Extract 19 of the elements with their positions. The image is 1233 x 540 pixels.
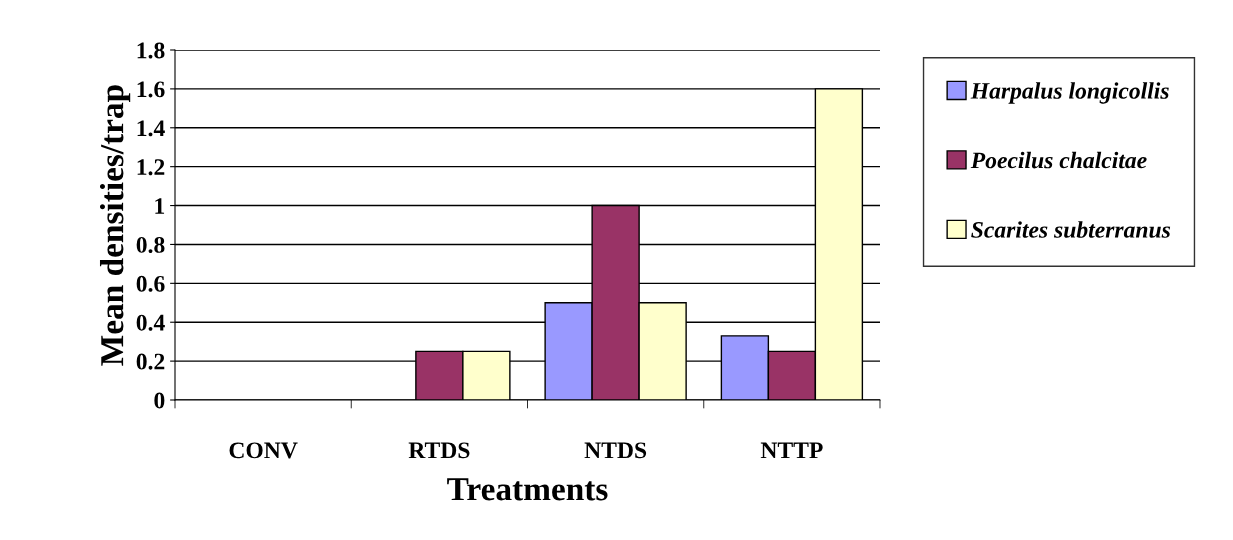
y-tick-label: 0.4: [136, 314, 165, 331]
x-axis-title: Treatments: [447, 478, 608, 501]
legend-label: Scarites subterranus: [971, 221, 1171, 238]
legend-label: Poecilus chalcitae: [970, 151, 1147, 169]
y-tick-label: 0.8: [136, 236, 165, 253]
y-tick-label: 1.8: [137, 42, 165, 59]
y-tick-label: 1.2: [137, 159, 165, 176]
y-axis-title: Mean densities/trap: [99, 85, 131, 366]
x-tick-label: NTTP: [760, 442, 823, 459]
x-tick-label: RTDS: [408, 442, 470, 459]
y-tick-label: 1: [155, 198, 165, 214]
legend-label: Harpalus longicollis: [970, 82, 1169, 104]
y-tick-label: 1.4: [137, 120, 165, 137]
y-tick-label: 1.6: [137, 81, 165, 98]
y-tick-label: 0: [154, 392, 165, 409]
y-tick-label: 0.6: [136, 275, 165, 292]
y-tick-label: 0.2: [136, 353, 165, 370]
x-tick-label: NTDS: [584, 442, 647, 459]
x-tick-label: CONV: [229, 442, 298, 459]
